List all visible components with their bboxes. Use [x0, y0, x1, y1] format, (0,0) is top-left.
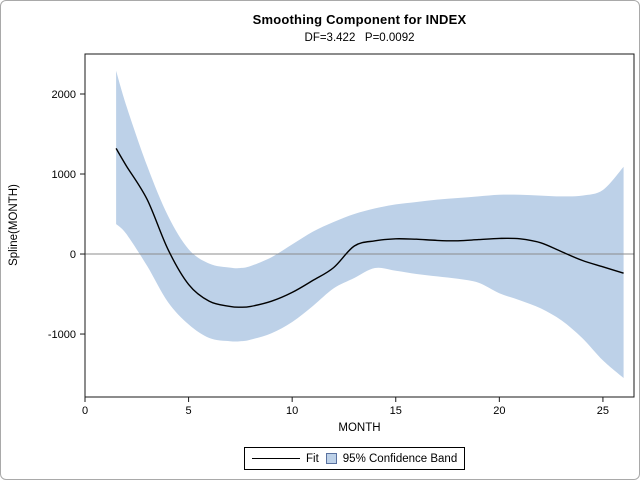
y-tick-label: 1000	[52, 169, 76, 181]
confidence-band-swatch-icon	[325, 453, 337, 464]
x-axis-label: MONTH	[338, 422, 381, 434]
x-tick-label: 10	[286, 405, 298, 417]
legend-label-confidence-band: 95% Confidence Band	[342, 452, 458, 465]
x-tick-label: 15	[390, 405, 402, 417]
fit-line-swatch-icon	[252, 458, 300, 459]
y-tick-label: 2000	[52, 89, 76, 101]
x-tick-label: 0	[82, 405, 88, 417]
legend-entry-fit: Fit	[252, 453, 319, 465]
chart-title: Smoothing Component for INDEX	[252, 12, 467, 27]
x-tick-label: 25	[597, 405, 609, 417]
legend: Fit 95% Confidence Band	[244, 447, 466, 470]
y-tick-label: 0	[70, 249, 76, 261]
confidence-band-area	[116, 70, 624, 379]
legend-entry-confidence-band: 95% Confidence Band	[325, 452, 458, 465]
x-tick-label: 5	[186, 405, 192, 417]
plot-frame	[84, 53, 635, 398]
y-tick-label: -1000	[48, 329, 76, 341]
y-axis-label: Spline(MONTH)	[8, 184, 20, 266]
legend-label-fit: Fit	[306, 452, 319, 465]
fit-line	[115, 148, 624, 308]
x-tick-label: 20	[493, 405, 505, 417]
chart-subtitle: DF=3.422 P=0.0092	[304, 32, 415, 44]
